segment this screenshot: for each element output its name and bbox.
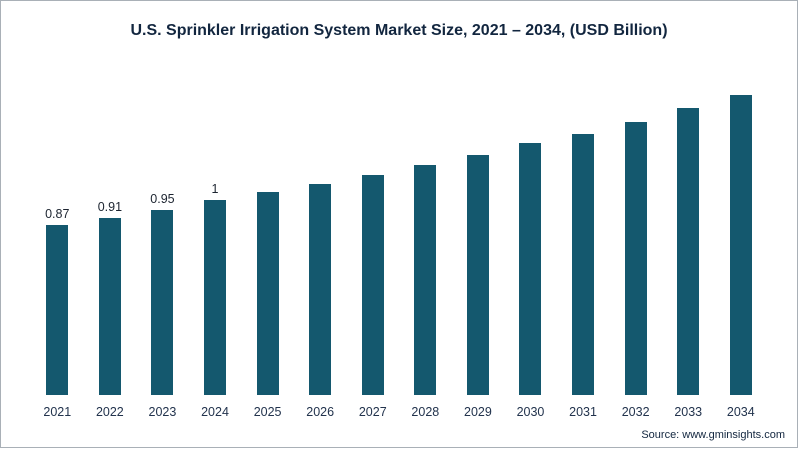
chart-title: U.S. Sprinkler Irrigation System Market … — [130, 22, 668, 39]
x-axis-tick-label: 2028 — [411, 405, 440, 419]
bar-value-label: 0.95 — [150, 192, 175, 206]
x-axis-tick-label: 2034 — [726, 405, 755, 419]
bar — [677, 108, 700, 395]
x-axis-tick-label: 2033 — [674, 405, 703, 419]
bar-column: 1 2024 — [189, 63, 242, 421]
bar-value-label: 0.91 — [97, 200, 123, 214]
x-axis-tick-label: 2031 — [569, 405, 597, 419]
bar — [98, 218, 121, 395]
bar-column: 2033 — [662, 63, 715, 421]
x-axis-tick-label: 2022 — [95, 405, 124, 419]
x-axis-tick-label: 2025 — [253, 405, 282, 419]
bar — [46, 225, 69, 395]
x-axis-tick-label: 2030 — [516, 405, 545, 419]
bar-column: 0.87 2021 — [31, 63, 84, 421]
bar — [204, 200, 227, 395]
bar-column: 2028 — [399, 63, 452, 421]
bar-column: 2029 — [452, 63, 505, 421]
bar-value-label: 0.87 — [45, 207, 70, 221]
x-axis-tick-label: 2021 — [43, 405, 72, 419]
bar — [361, 175, 384, 395]
bar — [519, 143, 542, 395]
bar — [466, 155, 489, 395]
bar-column: 2031 — [557, 63, 610, 421]
bar-column: 2030 — [504, 63, 557, 421]
bar — [572, 134, 595, 395]
x-axis-tick-label: 2032 — [621, 405, 650, 419]
bar-column: 2025 — [241, 63, 294, 421]
bar — [729, 95, 752, 395]
bar — [414, 165, 437, 395]
plot-area: 0.87 2021 0.91 2022 0.95 2023 1 2024 2025 2026 202… — [1, 63, 797, 421]
bar — [256, 192, 279, 395]
bar-value-label: 1 — [211, 182, 219, 196]
source-credit: Source: www.gminsights.com — [641, 429, 785, 441]
x-axis-tick-label: 2027 — [358, 405, 387, 419]
bar-column: 0.95 2023 — [136, 63, 189, 421]
bar — [624, 122, 647, 395]
bar-column: 2027 — [346, 63, 399, 421]
bar-column: 2034 — [715, 63, 768, 421]
bar — [151, 210, 174, 395]
bar-column: 2032 — [609, 63, 662, 421]
x-axis-tick-label: 2029 — [464, 405, 492, 419]
bar-column: 2026 — [294, 63, 347, 421]
x-axis-tick-label: 2024 — [201, 405, 229, 419]
x-axis-tick-label: 2023 — [148, 405, 177, 419]
bar-column: 0.91 2022 — [84, 63, 137, 421]
x-axis-tick-label: 2026 — [306, 405, 335, 419]
bar — [309, 184, 332, 395]
